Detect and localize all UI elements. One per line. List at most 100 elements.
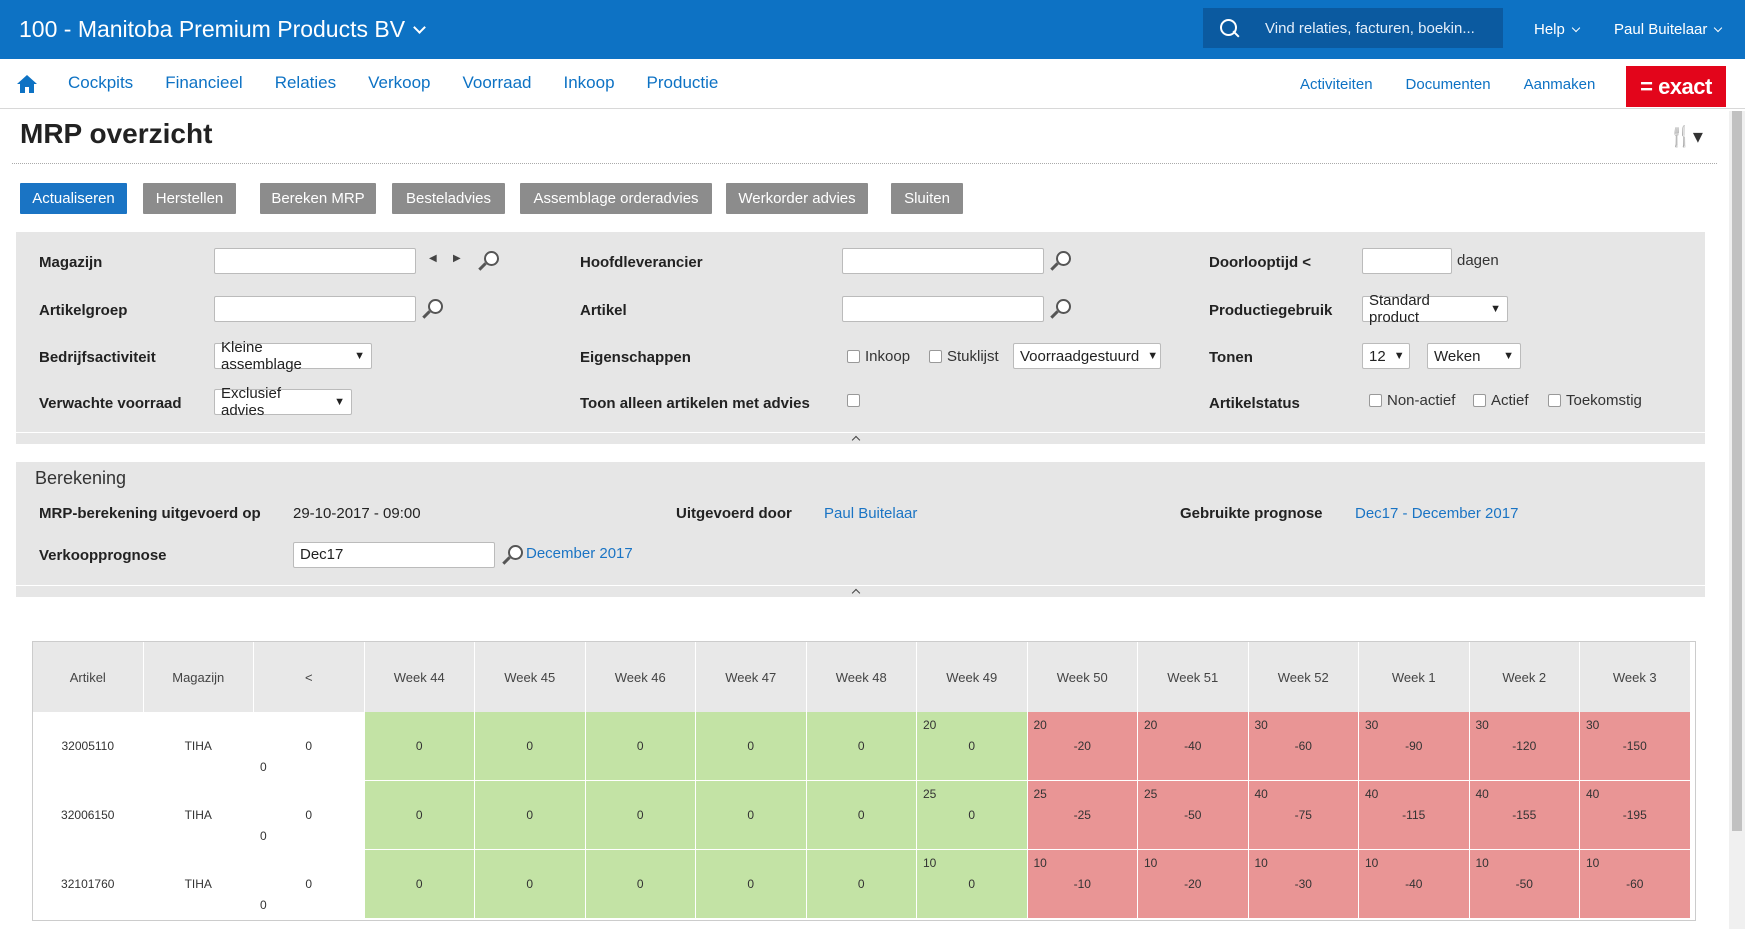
week-cell[interactable]: 0 <box>585 712 696 781</box>
week-cell[interactable]: 10 -50 <box>1469 850 1580 919</box>
global-search[interactable]: Vind relaties, facturen, boekin... <box>1203 8 1503 48</box>
scrollbar[interactable] <box>1729 111 1745 929</box>
artikel-input[interactable] <box>842 296 1044 322</box>
week-cell[interactable]: 10 -30 <box>1248 850 1359 919</box>
week-cell[interactable]: 40 -115 <box>1359 781 1470 850</box>
inkoop-checkbox[interactable] <box>847 350 860 363</box>
week-cell[interactable]: 40 -75 <box>1248 781 1359 850</box>
week-cell[interactable]: 10 -20 <box>1138 850 1249 919</box>
nav-documenten[interactable]: Documenten <box>1405 76 1491 93</box>
tools-menu-icon[interactable]: 🍴▾ <box>1668 126 1703 148</box>
herstellen-button[interactable]: Herstellen <box>143 183 236 214</box>
toekomstig-checkbox[interactable] <box>1548 394 1561 407</box>
week-cell[interactable]: 10 -10 <box>1027 850 1138 919</box>
week-cell[interactable]: 10 -60 <box>1580 850 1691 919</box>
column-header[interactable]: < <box>254 642 365 712</box>
nav-verkoop[interactable]: Verkoop <box>368 73 431 92</box>
week-cell[interactable]: 25 -50 <box>1138 781 1249 850</box>
non-actief-checkbox[interactable] <box>1369 394 1382 407</box>
actief-checkbox[interactable] <box>1473 394 1486 407</box>
nav-relaties[interactable]: Relaties <box>274 73 337 92</box>
verkoopprognose-lookup-icon[interactable] <box>501 543 523 565</box>
week-cell[interactable]: 25 -25 <box>1027 781 1138 850</box>
column-header[interactable]: Week 1 <box>1359 642 1470 712</box>
week-cell[interactable]: 30 -60 <box>1248 712 1359 781</box>
stuklijst-checkbox[interactable] <box>929 350 942 363</box>
column-header[interactable]: Artikel <box>33 642 144 712</box>
artikel-cell[interactable]: 32005110 <box>33 712 144 781</box>
artikelgroep-lookup-icon[interactable] <box>421 297 443 319</box>
column-header[interactable]: Week 46 <box>585 642 696 712</box>
tonen-count-select[interactable]: 12 ▼ <box>1362 343 1410 369</box>
week-cell[interactable]: 10 0 <box>917 850 1028 919</box>
gebruikte-prognose-link[interactable]: Dec17 - December 2017 <box>1355 505 1519 522</box>
magazijn-cell[interactable]: TIHA <box>143 850 254 919</box>
week-cell[interactable]: 0 <box>806 850 917 919</box>
week-cell[interactable]: 0 <box>364 712 475 781</box>
verwachte-voorraad-select[interactable]: Exclusief advies ▼ <box>214 385 352 419</box>
column-header[interactable]: Week 3 <box>1580 642 1691 712</box>
week-cell[interactable]: 20 -20 <box>1027 712 1138 781</box>
berekening-collapse-toggle[interactable] <box>16 585 1705 598</box>
user-menu[interactable]: Paul Buitelaar <box>1614 21 1723 38</box>
week-cell[interactable]: 0 <box>696 712 807 781</box>
uitgevoerd-door-link[interactable]: Paul Buitelaar <box>824 505 918 522</box>
magazijn-cell[interactable]: TIHA <box>143 712 254 781</box>
week-cell[interactable]: 0 <box>475 781 586 850</box>
column-header[interactable]: Magazijn <box>143 642 254 712</box>
week-cell[interactable]: 0 <box>475 850 586 919</box>
artikel-lookup-icon[interactable] <box>1049 297 1071 319</box>
home-icon[interactable] <box>16 73 38 95</box>
week-cell[interactable]: 0 <box>696 850 807 919</box>
filter-collapse-toggle[interactable] <box>16 432 1705 445</box>
bereken-mrp-button[interactable]: Bereken MRP <box>260 183 376 214</box>
nav-aanmaken[interactable]: Aanmaken <box>1523 76 1596 93</box>
prev-arrow-icon[interactable]: ◀ <box>429 253 437 264</box>
week-cell[interactable]: 10 -40 <box>1359 850 1470 919</box>
week-cell[interactable]: 0 <box>364 850 475 919</box>
sluiten-button[interactable]: Sluiten <box>891 183 963 214</box>
hoofdleverancier-lookup-icon[interactable] <box>1049 249 1071 271</box>
artikelgroep-input[interactable] <box>214 296 416 322</box>
eigenschappen-select[interactable]: Voorraadgestuurd ▼ <box>1013 343 1161 369</box>
verkoopprognose-input[interactable]: Dec17 <box>293 542 495 568</box>
nav-inkoop[interactable]: Inkoop <box>563 73 615 92</box>
toon-alleen-checkbox[interactable] <box>847 394 860 407</box>
column-header[interactable]: Week 47 <box>696 642 807 712</box>
column-header[interactable]: Week 52 <box>1248 642 1359 712</box>
exact-logo[interactable]: = exact <box>1626 66 1726 107</box>
nav-activiteiten[interactable]: Activiteiten <box>1300 76 1373 93</box>
nav-voorraad[interactable]: Voorraad <box>462 73 532 92</box>
artikel-cell[interactable]: 32006150 <box>33 781 144 850</box>
week-cell[interactable]: 0 <box>585 850 696 919</box>
week-cell[interactable]: 25 0 <box>917 781 1028 850</box>
besteladvies-button[interactable]: Besteladvies <box>392 183 505 214</box>
week-cell[interactable]: 0 <box>696 781 807 850</box>
week-cell[interactable]: 30 -150 <box>1580 712 1691 781</box>
nav-financieel[interactable]: Financieel <box>165 73 243 92</box>
artikel-cell[interactable]: 32101760 <box>33 850 144 919</box>
week-cell[interactable]: 0 <box>806 712 917 781</box>
week-cell[interactable]: 40 -195 <box>1580 781 1691 850</box>
column-header[interactable]: Week 50 <box>1027 642 1138 712</box>
week-cell[interactable]: 40 -155 <box>1469 781 1580 850</box>
week-cell[interactable]: 0 <box>475 712 586 781</box>
week-cell[interactable]: 20 -40 <box>1138 712 1249 781</box>
help-menu[interactable]: Help <box>1534 21 1581 38</box>
week-cell[interactable]: 20 0 <box>917 712 1028 781</box>
werkorder-advies-button[interactable]: Werkorder advies <box>726 183 868 214</box>
column-header[interactable]: Week 44 <box>364 642 475 712</box>
week-cell[interactable]: 0 <box>364 781 475 850</box>
magazijn-lookup-icon[interactable] <box>477 249 499 271</box>
hoofdleverancier-input[interactable] <box>842 248 1044 274</box>
company-selector[interactable]: 100 - Manitoba Premium Products BV <box>19 16 426 43</box>
week-cell[interactable]: 30 -120 <box>1469 712 1580 781</box>
verkoopprognose-link[interactable]: December 2017 <box>526 545 633 562</box>
column-header[interactable]: Week 51 <box>1138 642 1249 712</box>
nav-productie[interactable]: Productie <box>646 73 719 92</box>
next-arrow-icon[interactable]: ▶ <box>453 253 461 264</box>
magazijn-cell[interactable]: TIHA <box>143 781 254 850</box>
